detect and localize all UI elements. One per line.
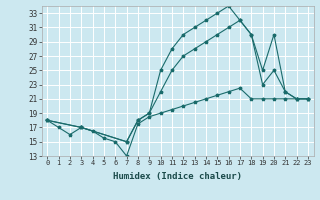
X-axis label: Humidex (Indice chaleur): Humidex (Indice chaleur): [113, 172, 242, 181]
